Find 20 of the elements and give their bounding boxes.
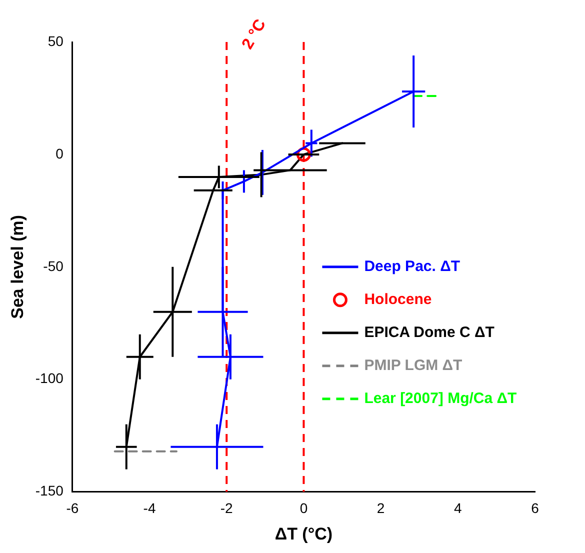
y-axis-title: Sea level (m): [8, 214, 27, 319]
x-tick-label: -4: [143, 500, 156, 516]
y-tick-label: -50: [43, 258, 64, 274]
x-tick-label: 6: [531, 500, 540, 516]
x-tick-label: -2: [220, 500, 234, 516]
legend-label: PMIP LGM ΔT: [364, 357, 462, 374]
y-tick-label: 50: [48, 32, 64, 49]
y-tick-label: 0: [56, 145, 64, 162]
x-tick-label: 2: [376, 500, 385, 516]
x-tick-label: -6: [66, 500, 79, 516]
x-axis-title: ΔT (°C): [274, 524, 333, 544]
y-tick-label: -150: [35, 482, 64, 499]
legend-label: EPICA Dome C ΔT: [364, 324, 494, 342]
legend-label: Deep Pac. ΔT: [364, 258, 460, 276]
ref-line-label: 2 °C: [239, 16, 270, 52]
legend-label: Holocene: [364, 291, 432, 308]
x-tick-label: 4: [454, 500, 462, 516]
legend-label: Lear [2007] Mg/Ca ΔT: [364, 390, 517, 408]
x-tick-label: 0: [300, 500, 308, 516]
y-tick-label: -100: [35, 370, 64, 386]
